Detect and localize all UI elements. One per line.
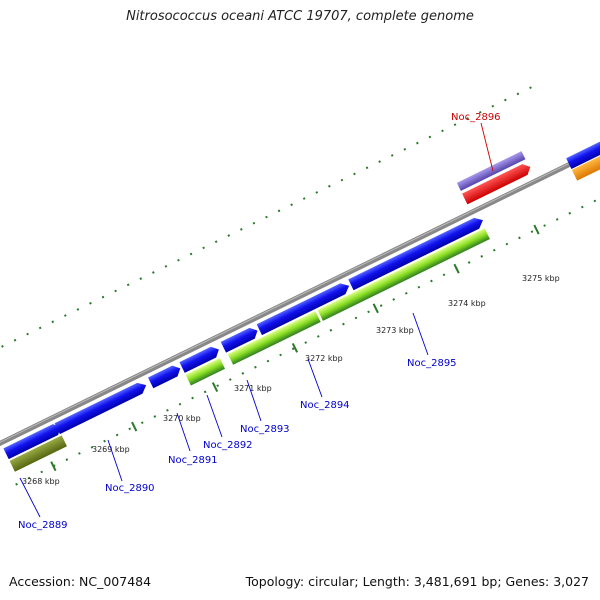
gene-orange (571, 143, 600, 181)
inner-ruler (15, 197, 600, 486)
blast-hit-purple (456, 151, 526, 191)
scale-label: 3273 kbp (376, 326, 414, 335)
gene-label-noc-2895: Noc_2895 (407, 358, 457, 369)
scale-label: 3272 kbp (305, 354, 343, 363)
gene-label-noc-2893: Noc_2893 (240, 424, 290, 435)
gene-label-noc-2894: Noc_2894 (300, 400, 350, 411)
cds-arrow (256, 283, 350, 336)
feature-green (185, 357, 226, 386)
gene-label-noc-2892: Noc_2892 (203, 440, 253, 451)
cds-arrow (148, 365, 181, 389)
cds-arrow (566, 130, 600, 169)
gene-label-noc-2889: Noc_2889 (18, 520, 68, 531)
scale-label: 3271 kbp (234, 384, 272, 393)
gene-leader-line-highlight (480, 122, 494, 172)
accession-text: Accession: NC_007484 (9, 574, 152, 589)
cds-arrow (179, 346, 219, 373)
scale-label: 3275 kbp (522, 274, 560, 283)
feature-green (227, 310, 322, 365)
scale-label: 3268 kbp (22, 477, 60, 486)
feature-green (317, 228, 490, 321)
cds-arrow (3, 424, 61, 460)
gene-leader-lines (19, 312, 429, 518)
cds-arrow (54, 382, 147, 435)
major-ticks (50, 224, 540, 472)
map-title: Nitrosococcus oceani ATCC 19707, complet… (126, 9, 474, 24)
gene-noc-2896-arrow (462, 164, 531, 205)
gene-label-noc-2890: Noc_2890 (105, 483, 155, 494)
genome-summary-text: Topology: circular; Length: 3,481,691 bp… (245, 574, 589, 589)
gene-label-noc-2896: Noc_2896 (451, 112, 501, 123)
cds-arrow (348, 217, 483, 291)
cds-arrow (220, 327, 258, 353)
scale-label: 3270 kbp (163, 414, 201, 423)
gene-label-noc-2891: Noc_2891 (168, 455, 218, 466)
genome-backbone (0, 130, 600, 448)
scale-label: 3274 kbp (448, 299, 486, 308)
feature-olive (9, 435, 67, 472)
